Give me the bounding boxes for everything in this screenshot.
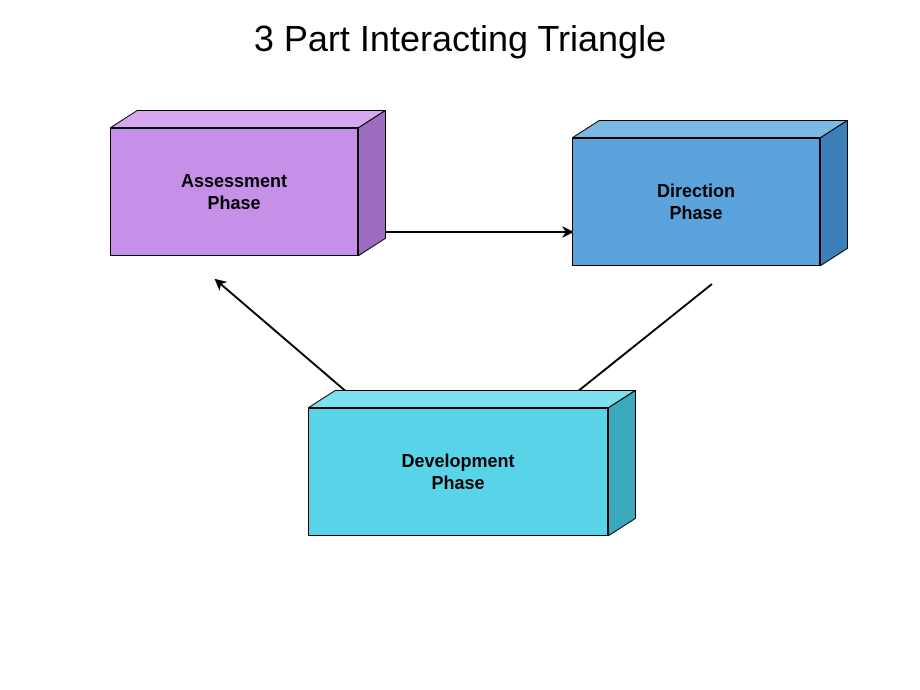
node-label-assessment: Assessment Phase [110, 128, 358, 256]
node-assessment: Assessment Phase [110, 110, 386, 256]
node-development: Development Phase [308, 390, 636, 536]
diagram-canvas: 3 Part Interacting Triangle Assessment P… [0, 0, 920, 690]
node-direction: Direction Phase [572, 120, 848, 266]
page-title: 3 Part Interacting Triangle [0, 18, 920, 60]
node-label-development: Development Phase [308, 408, 608, 536]
node-label-direction: Direction Phase [572, 138, 820, 266]
arrows-layer [0, 0, 920, 690]
